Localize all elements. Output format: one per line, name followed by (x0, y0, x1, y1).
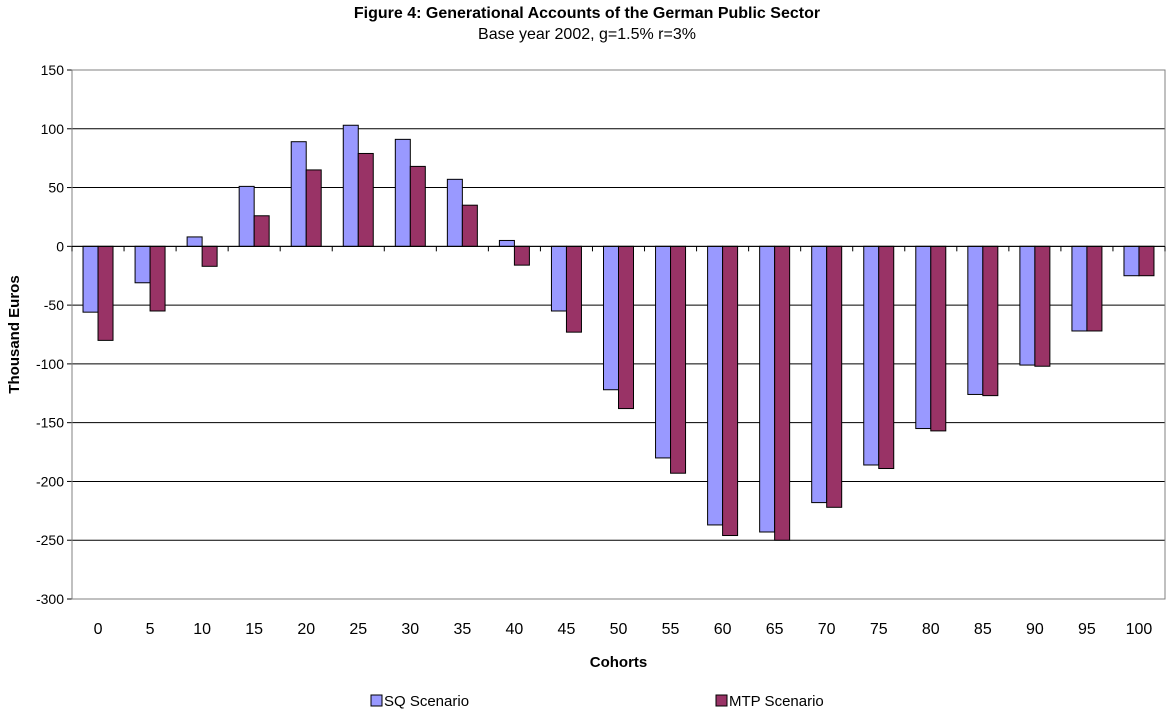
bar-sq (82, 245, 99, 313)
chart-subtitle: Base year 2002, g=1.5% r=3% (478, 26, 696, 43)
y-tick-label: 0 (56, 238, 64, 254)
x-tick-label: 0 (94, 621, 103, 638)
chart-title: Figure 4: Generational Accounts of the G… (353, 5, 821, 22)
bar-mtp (565, 245, 582, 333)
x-tick-label: 65 (766, 621, 784, 638)
bar-sq (655, 245, 672, 459)
bar-mtp (722, 245, 739, 537)
x-tick-label: 90 (1026, 621, 1044, 638)
bar-sq (967, 245, 984, 395)
x-tick-label: 30 (401, 621, 419, 638)
x-tick-label: 85 (974, 621, 992, 638)
x-axis-title: Cohorts (590, 654, 648, 671)
plot-area-border (71, 69, 1166, 600)
y-tick-label: -150 (36, 415, 64, 431)
bar-mtp (201, 245, 218, 267)
x-tick-label: 70 (818, 621, 836, 638)
bar-mtp (1034, 245, 1051, 367)
x-tick-label: 55 (662, 621, 680, 638)
x-tick-label: 50 (610, 621, 628, 638)
bar-sq (707, 245, 724, 526)
bar-sq (186, 236, 203, 247)
bar-sq (394, 138, 411, 247)
legend-label: SQ Scenario (384, 693, 469, 710)
bar-sq (290, 141, 307, 247)
bar-sq (811, 245, 828, 504)
bar-sq (1123, 245, 1140, 277)
bar-sq (134, 245, 151, 284)
y-tick-label: 100 (41, 121, 65, 137)
x-tick-label: 20 (297, 621, 315, 638)
bar-sq (446, 178, 463, 247)
bar-sq (342, 124, 359, 247)
y-tick-label: -100 (36, 356, 64, 372)
x-tick-label: 60 (714, 621, 732, 638)
bar-mtp (774, 245, 791, 541)
x-tick-label: 25 (349, 621, 367, 638)
bar-mtp (826, 245, 843, 508)
y-tick-label: -50 (44, 297, 64, 313)
bar-mtp (1086, 245, 1103, 332)
bar-sq (759, 245, 776, 533)
bar-mtp (409, 165, 426, 247)
legend-label: MTP Scenario (729, 693, 824, 710)
y-tick-label: 150 (41, 62, 65, 78)
bar-mtp (461, 204, 478, 247)
bar-mtp (982, 245, 999, 397)
y-tick-label: 50 (48, 180, 64, 196)
bar-mtp (149, 245, 166, 312)
legend-swatch (715, 694, 728, 707)
x-tick-label: 5 (146, 621, 155, 638)
bar-mtp (513, 245, 530, 266)
bar-sq (915, 245, 932, 430)
bar-mtp (878, 245, 895, 470)
bar-sq (238, 185, 255, 247)
bar-sq (1019, 245, 1036, 366)
bar-mtp (670, 245, 687, 474)
bar-mtp (305, 169, 322, 247)
y-axis-title: Thousand Euros (6, 275, 23, 393)
x-tick-label: 35 (453, 621, 471, 638)
bar-mtp (97, 245, 114, 341)
bar-mtp (1138, 245, 1155, 277)
x-tick-label: 100 (1126, 621, 1153, 638)
x-tick-label: 80 (922, 621, 940, 638)
x-tick-label: 45 (558, 621, 576, 638)
x-tick-label: 40 (506, 621, 524, 638)
x-tick-label: 75 (870, 621, 888, 638)
bar-sq (550, 245, 567, 312)
bar-mtp (253, 215, 270, 247)
bar-sq (603, 245, 619, 391)
x-tick-label: 10 (193, 621, 211, 638)
x-tick-label: 95 (1078, 621, 1096, 638)
bar-sq (1071, 245, 1088, 332)
bar-mtp (618, 245, 634, 410)
legend-swatch (370, 694, 383, 707)
x-tick-label: 15 (245, 621, 263, 638)
bar-sq (498, 239, 515, 247)
y-tick-label: -200 (36, 473, 64, 489)
bar-mtp (357, 152, 374, 247)
bar-mtp (930, 245, 947, 432)
y-tick-label: -300 (36, 591, 64, 607)
y-tick-label: -250 (36, 532, 64, 548)
bar-sq (863, 245, 880, 466)
